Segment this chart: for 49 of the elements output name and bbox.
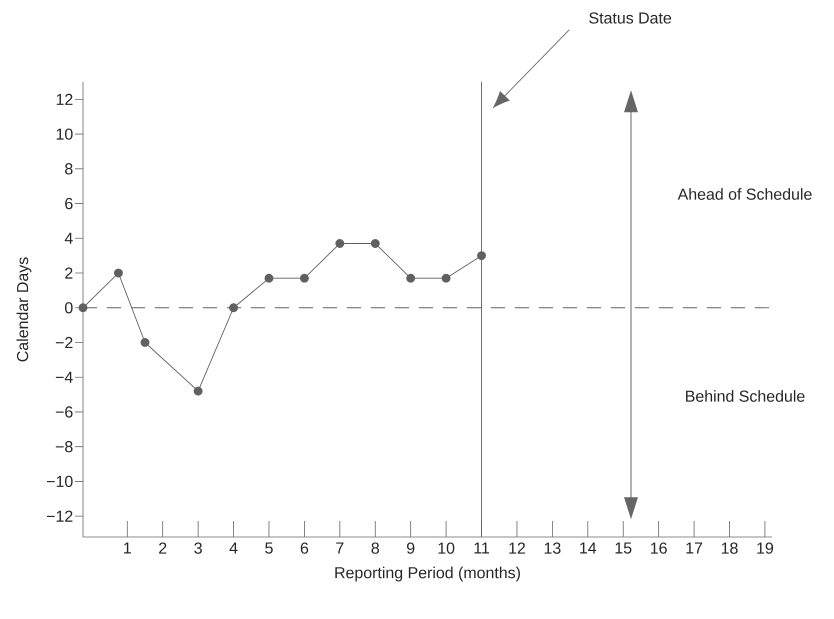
x-axis-title: Reporting Period (months)	[335, 566, 520, 582]
x-tick-label: 1	[124, 542, 131, 554]
y-tick-label: 4	[64, 232, 73, 244]
y-tick-label: 2	[65, 267, 72, 279]
y-tick-label: 6	[65, 198, 73, 210]
y-tick-label: −2	[56, 336, 72, 348]
x-tick-label: 6	[300, 542, 308, 554]
x-tick-label: 14	[580, 542, 596, 554]
point	[114, 268, 123, 278]
y-tick-label: 8	[65, 163, 73, 174]
x-tick-label: 10	[438, 542, 454, 554]
y-tick-label: −6	[56, 406, 73, 418]
point	[477, 251, 486, 260]
text: Status Date	[589, 12, 672, 24]
x-tick-label: 13	[544, 542, 561, 554]
annotation: Behind Schedule	[686, 390, 805, 402]
x-tick-label: 11	[474, 542, 490, 554]
x-tick-label: 5	[265, 542, 273, 554]
y-tick-label: −10	[46, 476, 73, 488]
x-tick-label: 18	[722, 542, 738, 554]
x-tick-label: 8	[372, 542, 379, 554]
y-tick-label: −4	[56, 372, 73, 383]
x-tick-label: 17	[686, 542, 702, 554]
x-tick-label: 12	[509, 542, 526, 554]
y-tick-label: 12	[56, 94, 72, 105]
y-tick-label: 0	[65, 302, 73, 314]
x-tick-label: 4	[229, 542, 238, 554]
point	[140, 338, 150, 347]
x-tick-label: 16	[651, 542, 667, 554]
x-tick-label: 9	[407, 542, 414, 554]
x-tick-label: 7	[336, 542, 344, 554]
x-tick-label: 19	[757, 542, 774, 554]
point	[406, 274, 416, 283]
x-tick-label: 2	[159, 542, 166, 554]
x-tick-label: 15	[616, 542, 632, 554]
annotation: Ahead of Schedule	[678, 188, 812, 200]
y-axis-title: Calendar Days	[16, 257, 32, 362]
point	[229, 303, 238, 312]
y-tick-label: −8	[56, 441, 73, 452]
point	[264, 274, 274, 283]
point	[442, 274, 451, 283]
point	[78, 303, 88, 312]
point	[335, 239, 344, 248]
y-tick-label: −12	[46, 510, 72, 522]
point	[194, 386, 203, 396]
x-tick-label: 3	[194, 542, 202, 554]
y-tick-label: 10	[56, 128, 73, 140]
point	[370, 239, 380, 248]
point	[300, 274, 309, 283]
